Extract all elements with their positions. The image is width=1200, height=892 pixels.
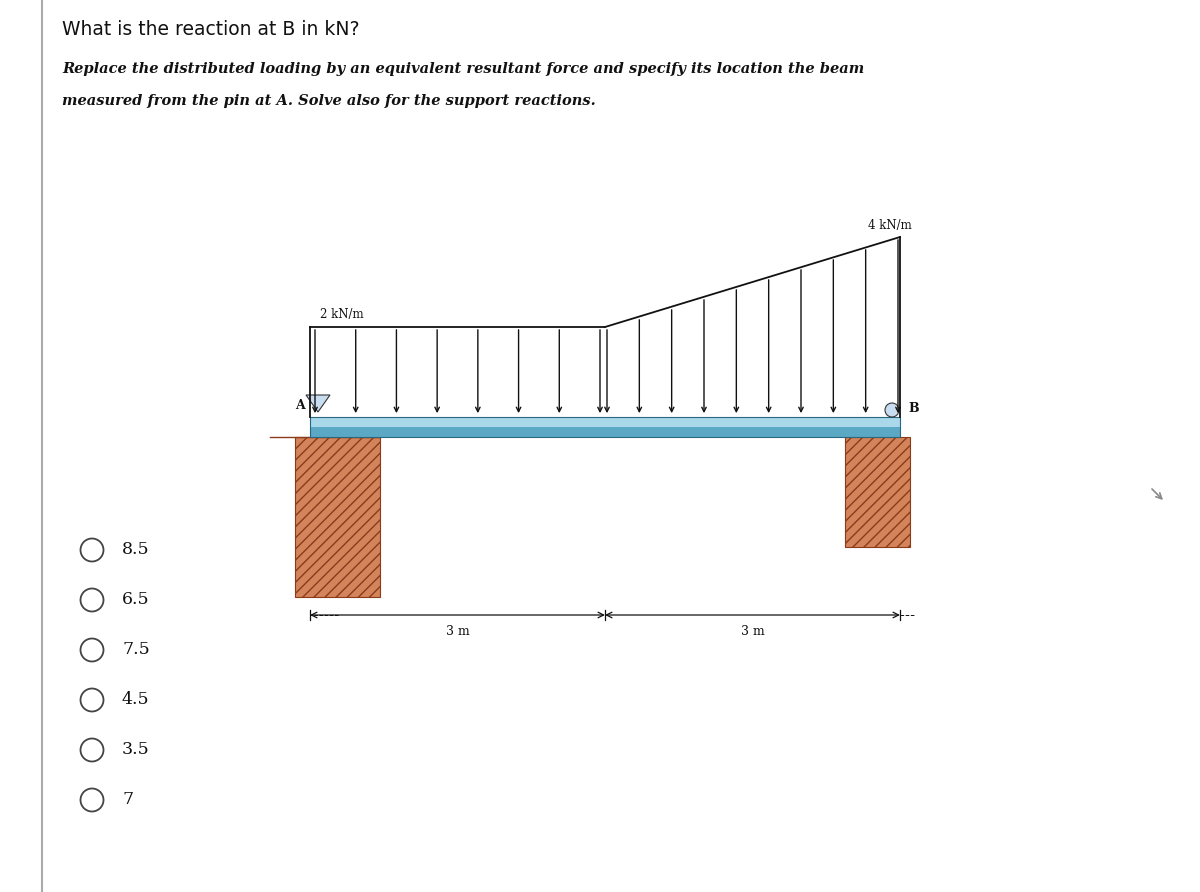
Text: 7: 7 xyxy=(122,791,133,808)
Bar xyxy=(295,437,380,597)
Bar xyxy=(310,427,900,437)
Text: 8.5: 8.5 xyxy=(122,541,150,558)
Text: What is the reaction at B in kN?: What is the reaction at B in kN? xyxy=(62,20,360,39)
Text: 3 m: 3 m xyxy=(445,625,469,638)
Text: 7.5: 7.5 xyxy=(122,641,150,658)
Polygon shape xyxy=(306,395,330,412)
Text: 3 m: 3 m xyxy=(740,625,764,638)
Text: 4 kN/m: 4 kN/m xyxy=(868,219,912,232)
Text: 2 kN/m: 2 kN/m xyxy=(320,308,364,321)
Text: 6.5: 6.5 xyxy=(122,591,150,608)
Text: B: B xyxy=(908,402,919,415)
Circle shape xyxy=(886,403,899,417)
Bar xyxy=(295,437,380,597)
Text: Replace the distributed loading by an equivalent resultant force and specify its: Replace the distributed loading by an eq… xyxy=(62,62,864,76)
Text: 4.5: 4.5 xyxy=(122,691,150,708)
Bar xyxy=(310,417,900,427)
Bar xyxy=(845,437,910,547)
Text: A: A xyxy=(295,399,305,412)
Text: measured from the pin at A. Solve also for the support reactions.: measured from the pin at A. Solve also f… xyxy=(62,94,595,108)
Text: 3.5: 3.5 xyxy=(122,741,150,758)
Bar xyxy=(310,417,900,437)
Bar xyxy=(845,437,910,547)
